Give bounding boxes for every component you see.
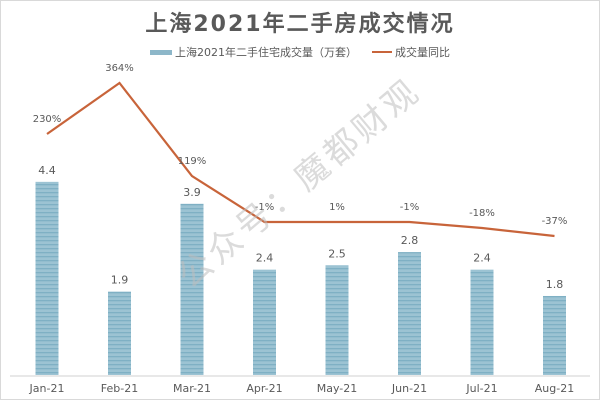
line-value-label: -37%: [542, 216, 568, 227]
bar-value-label: 1.9: [111, 274, 129, 287]
bar: [543, 295, 566, 375]
bar: [470, 269, 494, 375]
legend-item-yoy: 成交量同比: [372, 44, 450, 60]
bar: [253, 269, 276, 375]
x-tick-label: Jun-21: [391, 382, 427, 395]
data-labels: 4.4 230% 1.9 364% 3.9 119% 2.4 -1% 2.5 1% 2.8 -1% 2.…: [33, 63, 568, 291]
line-value-label: 230%: [33, 114, 62, 125]
bar: [325, 265, 349, 375]
bar: [180, 203, 204, 375]
line-value-label: -1%: [400, 202, 419, 213]
yoy-line: [46, 81, 555, 238]
x-axis-ticks: Jan-21 Feb-21 Mar-21 Apr-21 May-21 Jun-21 Jul-…: [29, 382, 575, 395]
x-tick-label: Aug-21: [535, 382, 574, 395]
bar: [108, 291, 131, 375]
legend-label-yoy: 成交量同比: [395, 46, 450, 59]
bar-value-label: 4.4: [38, 164, 56, 177]
x-tick-label: Jul-21: [465, 382, 497, 395]
legend: 上海2021年二手住宅成交量（万套） 成交量同比: [0, 44, 600, 60]
bar-series: [35, 181, 566, 375]
x-tick-label: Mar-21: [173, 382, 211, 395]
bar-value-label: 3.9: [183, 186, 201, 199]
legend-item-volume: 上海2021年二手住宅成交量（万套）: [150, 44, 357, 60]
legend-label-volume: 上海2021年二手住宅成交量（万套）: [175, 46, 357, 59]
x-tick-label: Apr-21: [246, 382, 282, 395]
bar: [398, 252, 421, 375]
line-value-label: 1%: [329, 202, 345, 213]
line-value-label: -1%: [255, 202, 274, 213]
bar-value-label: 1.8: [546, 278, 564, 291]
x-tick-label: Feb-21: [101, 382, 138, 395]
bar-value-label: 2.5: [328, 247, 346, 260]
bar-value-label: 2.8: [401, 234, 419, 247]
chart-title: 上海2021年二手房成交情况: [145, 12, 455, 37]
legend-line-swatch: [372, 51, 392, 53]
bar-value-label: 2.4: [256, 252, 274, 265]
x-tick-label: May-21: [317, 382, 358, 395]
bar: [35, 181, 59, 375]
line-value-label: 119%: [178, 156, 207, 167]
legend-bar-swatch: [150, 49, 172, 55]
x-tick-label: Jan-21: [29, 382, 65, 395]
line-value-label: 364%: [105, 63, 134, 74]
bar-value-label: 2.4: [473, 252, 491, 265]
line-value-label: -18%: [469, 208, 495, 219]
